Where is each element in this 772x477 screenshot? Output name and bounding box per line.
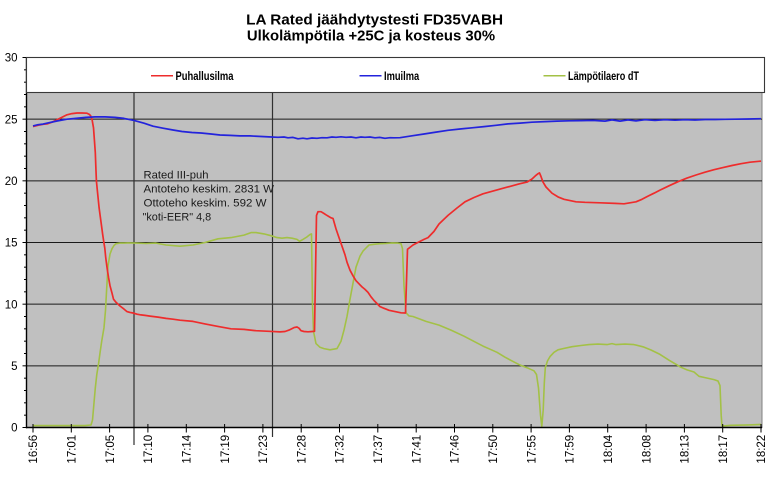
svg-text:17:01: 17:01: [67, 435, 79, 464]
svg-text:17:37: 17:37: [373, 435, 385, 464]
svg-text:17:23: 17:23: [258, 435, 270, 464]
svg-text:5: 5: [11, 361, 17, 373]
svg-text:16:56: 16:56: [28, 435, 40, 464]
svg-text:Ulkolämpötila +25C ja kosteus: Ulkolämpötila +25C ja kosteus 30%: [247, 28, 495, 45]
svg-text:Ottoteho keskim. 592 W: Ottoteho keskim. 592 W: [144, 197, 268, 209]
svg-text:17:55: 17:55: [526, 435, 538, 464]
svg-text:0: 0: [11, 423, 17, 435]
svg-text:18:13: 18:13: [680, 435, 692, 464]
svg-text:Puhallusilma: Puhallusilma: [176, 69, 234, 83]
svg-text:17:50: 17:50: [488, 435, 500, 464]
svg-text:17:41: 17:41: [411, 435, 423, 464]
svg-text:17:28: 17:28: [296, 435, 308, 464]
svg-text:10: 10: [5, 299, 18, 311]
svg-text:18:04: 18:04: [603, 434, 615, 463]
svg-text:LA Rated jäähdytystesti FD35VA: LA Rated jäähdytystesti FD35VABH: [246, 11, 503, 28]
svg-text:17:05: 17:05: [105, 435, 117, 464]
svg-text:"koti-EER" 4,8: "koti-EER" 4,8: [143, 211, 212, 223]
svg-text:20: 20: [5, 176, 18, 188]
svg-text:17:19: 17:19: [220, 435, 232, 464]
svg-text:17:32: 17:32: [335, 435, 347, 464]
svg-text:17:14: 17:14: [182, 434, 194, 463]
svg-text:Imuilma: Imuilma: [384, 69, 419, 83]
svg-text:Rated III-puh: Rated III-puh: [144, 170, 209, 182]
svg-text:17:46: 17:46: [450, 435, 462, 464]
svg-text:Lämpötilaero dT: Lämpötilaero dT: [568, 69, 640, 83]
svg-text:15: 15: [5, 238, 18, 250]
svg-text:18:22: 18:22: [756, 435, 768, 464]
svg-text:18:08: 18:08: [641, 435, 653, 464]
svg-text:17:10: 17:10: [143, 435, 155, 464]
svg-text:18:17: 18:17: [718, 435, 730, 464]
svg-text:25: 25: [5, 114, 18, 126]
svg-text:Antoteho keskim. 2831 W: Antoteho keskim. 2831 W: [144, 183, 275, 195]
svg-text:30: 30: [5, 53, 18, 65]
svg-text:17:59: 17:59: [565, 435, 577, 464]
